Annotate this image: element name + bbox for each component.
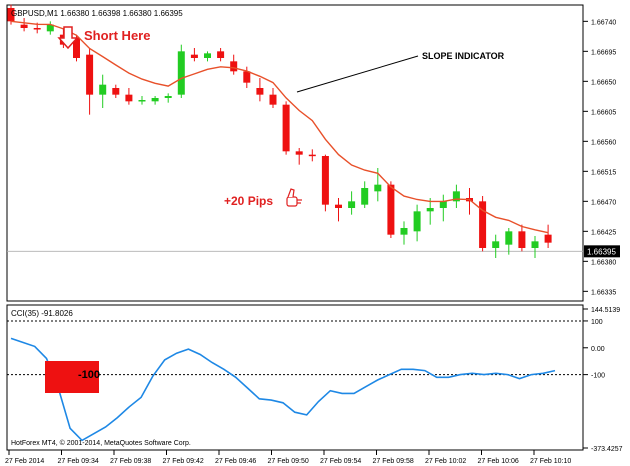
bull-candle	[439, 194, 447, 222]
time-tick-label: 27 Feb 09:34	[58, 458, 99, 465]
bear-candle	[335, 198, 342, 222]
current-price-box	[584, 245, 620, 258]
bull-candle	[361, 181, 369, 208]
price-tick-label: 1.66605	[591, 109, 616, 116]
bear-candle	[544, 224, 552, 248]
price-panel[interactable]	[6, 4, 584, 302]
bear-candle	[20, 18, 28, 32]
slope-indicator-annotation: SLOPE INDICATOR	[296, 51, 505, 93]
cci-tick-label: 100	[591, 319, 603, 326]
bull-candle	[164, 93, 172, 103]
cci-axis: 144.5139 100 0.00 -100 -373.4257	[583, 307, 623, 453]
bull-candle	[151, 96, 159, 105]
bull-candle	[99, 74, 107, 108]
time-tick-label: 27 Feb 10:02	[425, 458, 466, 465]
slope-indicator-label: SLOPE INDICATOR	[422, 51, 505, 61]
cci-header: CCI(35) -91.8026	[11, 309, 73, 318]
down-arrow-icon	[57, 26, 79, 50]
bear-candle	[125, 88, 133, 105]
bull-candle	[531, 236, 539, 258]
current-price-label: 1.66395	[587, 247, 616, 256]
bull-candle	[505, 228, 513, 255]
candlestick-series	[7, 4, 552, 258]
bear-candle	[217, 48, 225, 62]
time-tick-label: 27 Feb 09:46	[215, 458, 256, 465]
time-tick-label: 27 Feb 2014	[5, 458, 44, 465]
short-here-annotation: Short Here	[57, 26, 150, 50]
time-tick-label: 27 Feb 09:38	[110, 458, 151, 465]
time-tick-label: 27 Feb 10:10	[530, 458, 571, 465]
cci-marker-box	[45, 361, 99, 393]
thumbs-up-icon	[286, 188, 302, 207]
time-tick-label: 27 Feb 09:54	[320, 458, 361, 465]
bull-candle	[452, 184, 460, 208]
price-tick-label: 1.66740	[591, 19, 616, 26]
cci-tick-label: -100	[591, 373, 605, 380]
price-axis: 1.66740 1.66695 1.66650 1.66605 1.66560 1.665…	[583, 19, 616, 296]
cci-tick-label: 0.00	[591, 346, 605, 353]
bull-candle	[413, 204, 421, 242]
price-tick-label: 1.66380	[591, 259, 616, 266]
price-tick-label: 1.66425	[591, 229, 616, 236]
bull-candle	[492, 234, 500, 258]
bear-candle	[190, 48, 198, 62]
bear-candle	[86, 48, 94, 115]
bull-candle	[348, 191, 356, 215]
cci-minus100-marker: -100	[45, 361, 100, 393]
bear-candle	[479, 196, 487, 252]
bear-candle	[112, 84, 120, 98]
price-tick-label: 1.66560	[591, 139, 616, 146]
time-tick-label: 27 Feb 09:42	[163, 458, 204, 465]
cci-panel[interactable]	[6, 304, 584, 451]
price-tick-label: 1.66650	[591, 79, 616, 86]
bull-candle	[46, 21, 54, 35]
time-axis: 27 Feb 2014 27 Feb 09:34 27 Feb 09:38 27 Fe…	[5, 450, 571, 465]
short-here-label: Short Here	[84, 28, 150, 43]
price-tick-label: 1.66335	[591, 289, 616, 296]
bear-candle	[321, 154, 329, 212]
bear-candle	[282, 101, 290, 155]
bear-candle	[295, 148, 303, 165]
pips-annotation: +20 Pips	[224, 188, 302, 208]
slope-indicator-line	[10, 20, 549, 234]
bull-candle	[400, 221, 408, 245]
price-tick-label: 1.66515	[591, 169, 616, 176]
watermark-text: HotForex MT4, © 2001-2014, MetaQuotes So…	[11, 439, 191, 447]
bull-candle	[177, 44, 185, 98]
slope-pointer-line	[296, 55, 419, 93]
price-tick-label: 1.66470	[591, 199, 616, 206]
bear-candle	[308, 149, 316, 162]
bear-candle	[518, 224, 526, 252]
bull-candle	[138, 96, 146, 105]
pips-label: +20 Pips	[224, 194, 273, 208]
time-tick-label: 27 Feb 09:50	[268, 458, 309, 465]
time-tick-label: 27 Feb 10:06	[478, 458, 519, 465]
bear-candle	[269, 88, 277, 108]
cci-tick-label: 144.5139	[591, 307, 620, 314]
cci-line	[10, 337, 556, 442]
cci-marker-label: -100	[78, 369, 100, 381]
bear-candle	[387, 181, 395, 238]
price-tick-label: 1.66695	[591, 49, 616, 56]
bear-candle	[256, 78, 264, 102]
bear-candle	[243, 66, 251, 88]
bull-candle	[426, 198, 434, 225]
time-tick-label: 27 Feb 09:58	[373, 458, 414, 465]
chart-header: GBPUSD,M1 1.66380 1.66398 1.66380 1.6639…	[11, 9, 183, 18]
bear-candle	[230, 54, 238, 75]
cci-tick-label: -373.4257	[591, 446, 623, 453]
bull-candle	[204, 51, 211, 62]
